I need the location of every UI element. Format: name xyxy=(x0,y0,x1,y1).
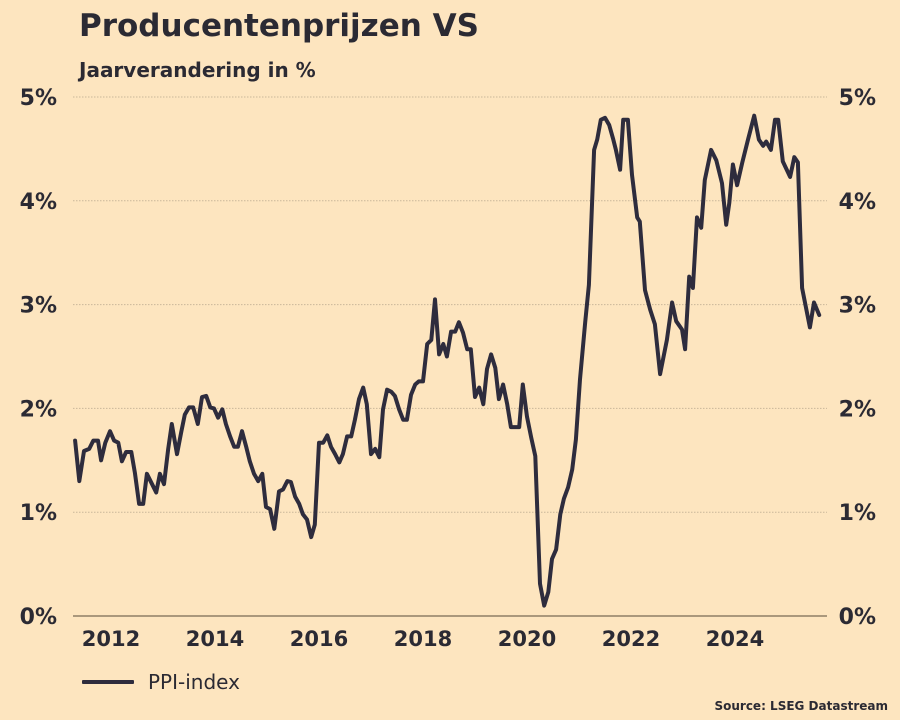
y-tick-label-left: 5% xyxy=(20,86,57,111)
y-tick-label-left: 2% xyxy=(20,397,57,422)
x-tick-label: 2018 xyxy=(394,627,452,651)
y-axis-right: 0% 1% 2% 3% 4% 5% xyxy=(839,86,876,630)
y-tick-label-right: 4% xyxy=(839,190,876,215)
y-tick-label-right: 1% xyxy=(839,501,876,526)
y-tick-label-left: 4% xyxy=(20,190,57,215)
legend: PPI-index xyxy=(82,670,240,694)
y-tick-label-left: 3% xyxy=(20,294,57,319)
x-tick-label: 2012 xyxy=(82,627,140,651)
x-axis: 2012 2014 2016 2018 2020 2022 2024 xyxy=(82,627,764,651)
legend-label: PPI-index xyxy=(148,670,240,694)
x-tick-label: 2022 xyxy=(602,627,660,651)
chart-subtitle: Jaarverandering in % xyxy=(79,58,316,82)
x-tick-label: 2020 xyxy=(498,627,556,651)
legend-line-swatch xyxy=(82,680,134,684)
y-tick-label-left: 0% xyxy=(20,605,57,630)
y-axis-left: 0% 1% 2% 3% 4% 5% xyxy=(20,86,57,630)
gridlines xyxy=(73,96,827,617)
y-tick-label-right: 3% xyxy=(839,294,876,319)
y-tick-label-right: 5% xyxy=(839,86,876,111)
y-tick-label-right: 2% xyxy=(839,397,876,422)
x-tick-label: 2014 xyxy=(186,627,244,651)
chart-title: Producentenprijzen VS xyxy=(79,8,479,44)
series-group xyxy=(73,113,822,608)
y-tick-label-left: 1% xyxy=(20,501,57,526)
x-tick-label: 2024 xyxy=(706,627,764,651)
series-line-ppi-index xyxy=(73,113,822,608)
source-note: Source: LSEG Datastream xyxy=(714,699,888,713)
x-tick-label: 2016 xyxy=(290,627,348,651)
y-tick-label-right: 0% xyxy=(839,605,876,630)
